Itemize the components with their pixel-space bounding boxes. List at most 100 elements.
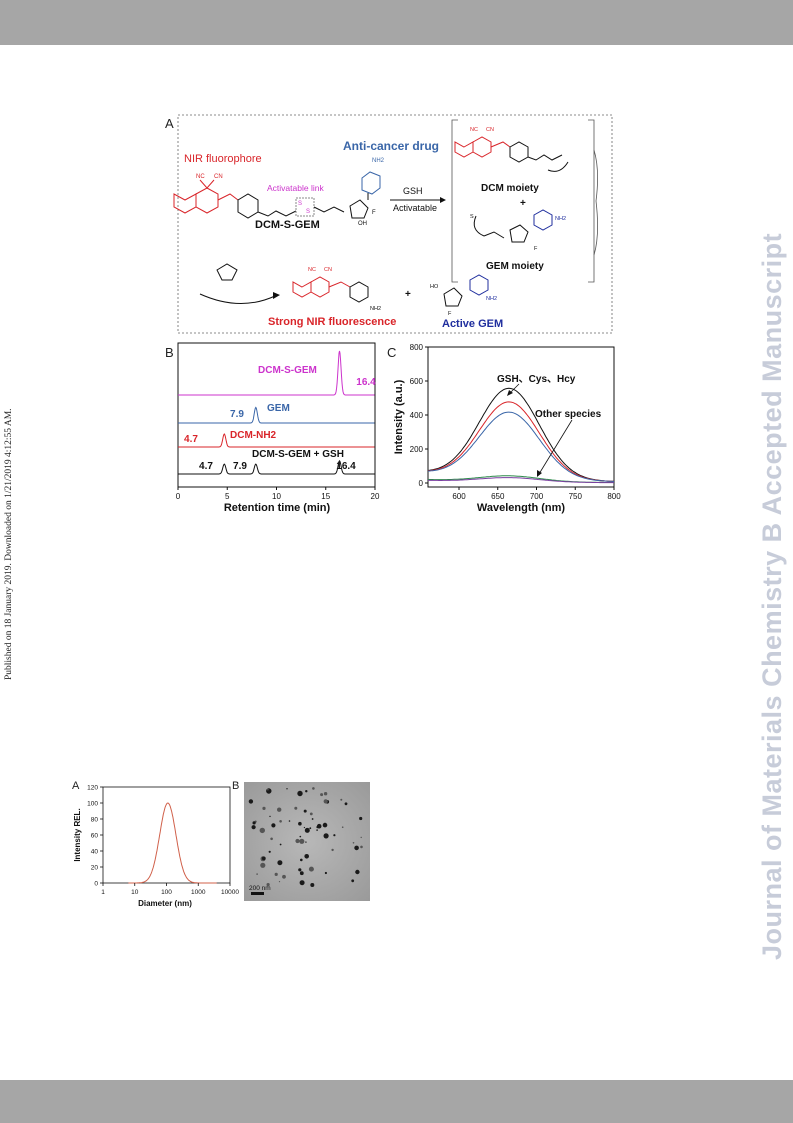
activatable-label: Activatable bbox=[393, 203, 437, 213]
svg-text:CN: CN bbox=[486, 127, 494, 133]
chart-c-frame bbox=[427, 346, 615, 488]
chart-c-trace bbox=[427, 477, 614, 484]
tem-particle bbox=[351, 879, 355, 883]
bottom-band bbox=[0, 1080, 793, 1123]
tem-particle bbox=[270, 837, 273, 841]
tem-particle bbox=[310, 883, 315, 887]
tem-particle bbox=[278, 881, 281, 883]
tem-panel: B bbox=[232, 780, 239, 792]
tem-particle bbox=[352, 842, 355, 844]
chart-b-trace bbox=[178, 459, 375, 475]
chart-c-ytick-label: 0 bbox=[419, 479, 424, 488]
tem-particle bbox=[261, 856, 266, 861]
chart-b-series-name: DCM-S-GEM + GSH bbox=[252, 449, 344, 460]
link-label: Activatable link bbox=[267, 183, 324, 193]
tem-scalebar bbox=[251, 892, 264, 895]
tem-particle bbox=[303, 809, 307, 813]
chart-c-xtick-label: 750 bbox=[569, 492, 583, 501]
chart-b-peak-label: 16.4 bbox=[336, 461, 356, 472]
tem-particle bbox=[305, 790, 308, 793]
chart-c-xlabel: Wavelength (nm) bbox=[477, 502, 566, 514]
tem-particle bbox=[299, 880, 305, 886]
svg-text:OH: OH bbox=[358, 221, 367, 227]
svg-text:HO: HO bbox=[430, 284, 439, 290]
chart-b-tick-label: 0 bbox=[176, 492, 181, 501]
tem-particle bbox=[309, 812, 313, 816]
tem-particle bbox=[266, 883, 270, 887]
drug-label: Anti-cancer drug bbox=[343, 139, 439, 153]
svg-text:S: S bbox=[470, 214, 474, 220]
tem-particle bbox=[299, 838, 305, 844]
chart-dls-ytick-label: 100 bbox=[87, 801, 98, 808]
tem-particle bbox=[268, 850, 271, 853]
tem-particle bbox=[256, 873, 258, 875]
tem-particle bbox=[303, 826, 305, 829]
chart-dls-ytick-label: 40 bbox=[91, 849, 99, 856]
compound-label: DCM-S-GEM bbox=[255, 219, 320, 231]
chart-c-xtick-label: 650 bbox=[491, 492, 505, 501]
svg-text:F: F bbox=[448, 311, 452, 317]
tem-particle bbox=[259, 827, 265, 834]
chart-dls-ytick-label: 120 bbox=[87, 785, 98, 792]
svg-text:NH2: NH2 bbox=[486, 296, 497, 302]
tem-particle bbox=[267, 788, 269, 791]
chart-c-trace bbox=[427, 387, 615, 482]
chart-dls-xtick-label: 10000 bbox=[221, 889, 239, 896]
top-band bbox=[0, 0, 793, 45]
chart-b-tick-label: 20 bbox=[371, 492, 380, 501]
tem-particle bbox=[262, 806, 266, 811]
chart-b-panel: B bbox=[165, 345, 174, 360]
chart-dls-ytick-label: 20 bbox=[91, 865, 99, 872]
svg-text:CN: CN bbox=[324, 267, 332, 273]
cyclization-arrow bbox=[199, 293, 276, 305]
chart-b-trace bbox=[178, 433, 375, 448]
tem-particle bbox=[305, 841, 307, 843]
tem-particle bbox=[309, 827, 312, 830]
tem-particle bbox=[277, 860, 283, 866]
svg-text:NC: NC bbox=[470, 127, 478, 133]
svg-text:S: S bbox=[298, 201, 302, 207]
chart-b-trace bbox=[178, 350, 375, 396]
product-plus: + bbox=[405, 289, 411, 300]
tem-particle bbox=[294, 806, 298, 810]
tem-particle bbox=[266, 788, 272, 794]
tem-particle bbox=[360, 836, 362, 839]
tem-particle bbox=[331, 848, 334, 852]
chart-dls-ylabel: Intensity REL. bbox=[73, 808, 82, 861]
tem-particle bbox=[279, 820, 282, 823]
tem-particle bbox=[304, 854, 310, 859]
tem-particle bbox=[320, 793, 324, 797]
tem-particle bbox=[274, 872, 278, 877]
chart-b-peak-label: 4.7 bbox=[199, 461, 213, 472]
tem-particle bbox=[316, 823, 322, 829]
chart-dls-xtick-label: 100 bbox=[161, 889, 172, 896]
tem-particle bbox=[288, 820, 291, 822]
strong-nir-label: Strong NIR fluorescence bbox=[268, 316, 396, 328]
tem-particle bbox=[322, 822, 328, 828]
tem-particle bbox=[295, 838, 300, 844]
tem-particle bbox=[298, 821, 302, 826]
svg-text:NH2: NH2 bbox=[370, 306, 381, 312]
tem-particle bbox=[308, 866, 314, 872]
moiety-plus: + bbox=[520, 198, 526, 209]
tem-particle bbox=[340, 798, 343, 801]
chart-dls-xtick-label: 1 bbox=[101, 889, 105, 896]
chart-b-peak-label: 16.4 bbox=[356, 377, 376, 388]
tem-particle bbox=[300, 858, 303, 862]
tem-particle bbox=[299, 871, 304, 876]
tem-particle bbox=[277, 807, 282, 812]
tem-particle bbox=[354, 845, 359, 851]
tem-particle bbox=[323, 799, 328, 804]
chart-c-ytick-label: 200 bbox=[410, 445, 424, 454]
tem-particle bbox=[355, 869, 360, 875]
tem-particle bbox=[279, 843, 282, 846]
tem-field bbox=[244, 782, 370, 901]
tem-particle bbox=[251, 825, 256, 830]
svg-text:F: F bbox=[372, 210, 376, 216]
tem-particle bbox=[282, 874, 286, 879]
chart-c-xtick-label: 600 bbox=[452, 492, 466, 501]
tem-particle bbox=[271, 823, 276, 828]
